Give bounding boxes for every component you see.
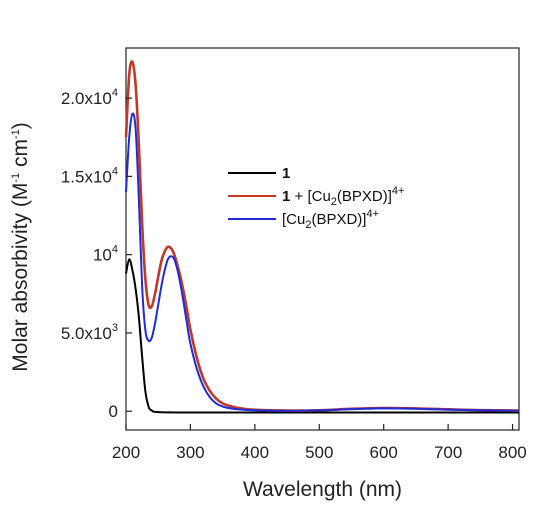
- y-tick-label: 5.0x103: [61, 322, 118, 343]
- x-tick-label: 300: [176, 443, 204, 462]
- series-line-2: [124, 60, 520, 412]
- series-line-1: [125, 258, 519, 414]
- x-tick-label: 600: [370, 443, 398, 462]
- y-tick-label: 2.0x104: [61, 87, 118, 108]
- x-tick-label: 500: [305, 443, 333, 462]
- legend-label-2: 1 + [Cu2(BPXD)]4+: [282, 185, 404, 208]
- x-tick-label: 700: [434, 443, 462, 462]
- y-tick-label: 1.5x104: [61, 165, 118, 186]
- x-tick-label: 200: [112, 443, 140, 462]
- x-tick-label: 400: [241, 443, 269, 462]
- series-line-3: [125, 112, 520, 412]
- y-tick-label: 0: [109, 402, 118, 421]
- series-layer: [124, 60, 520, 414]
- y-axis-title-end: ): [9, 122, 32, 129]
- y-axis-title-main: Molar absorbivity (M: [9, 183, 32, 372]
- y-axis: 0 5.0x103 104 1.5x104 2.0x104: [61, 87, 132, 421]
- legend-label-1: 1: [282, 165, 290, 182]
- x-axis: 200 300 400 500 600 700 800: [112, 424, 527, 462]
- y-axis-title: Molar absorbivity (M-1 cm-1): [9, 122, 32, 371]
- y-axis-title-mid: cm: [9, 139, 32, 173]
- y-axis-title-sup2: -1: [10, 129, 22, 139]
- plot-frame: [125, 47, 520, 431]
- x-tick-label: 800: [498, 443, 526, 462]
- legend: 1 1 + [Cu2(BPXD)]4+[Cu2(BPXD)]4+: [228, 165, 404, 231]
- y-axis-title-sup1: -1: [10, 173, 22, 183]
- y-tick-label: 104: [93, 244, 118, 265]
- x-axis-title: Wavelength (nm): [243, 478, 402, 501]
- legend-label-3: [Cu2(BPXD)]4+: [282, 208, 379, 231]
